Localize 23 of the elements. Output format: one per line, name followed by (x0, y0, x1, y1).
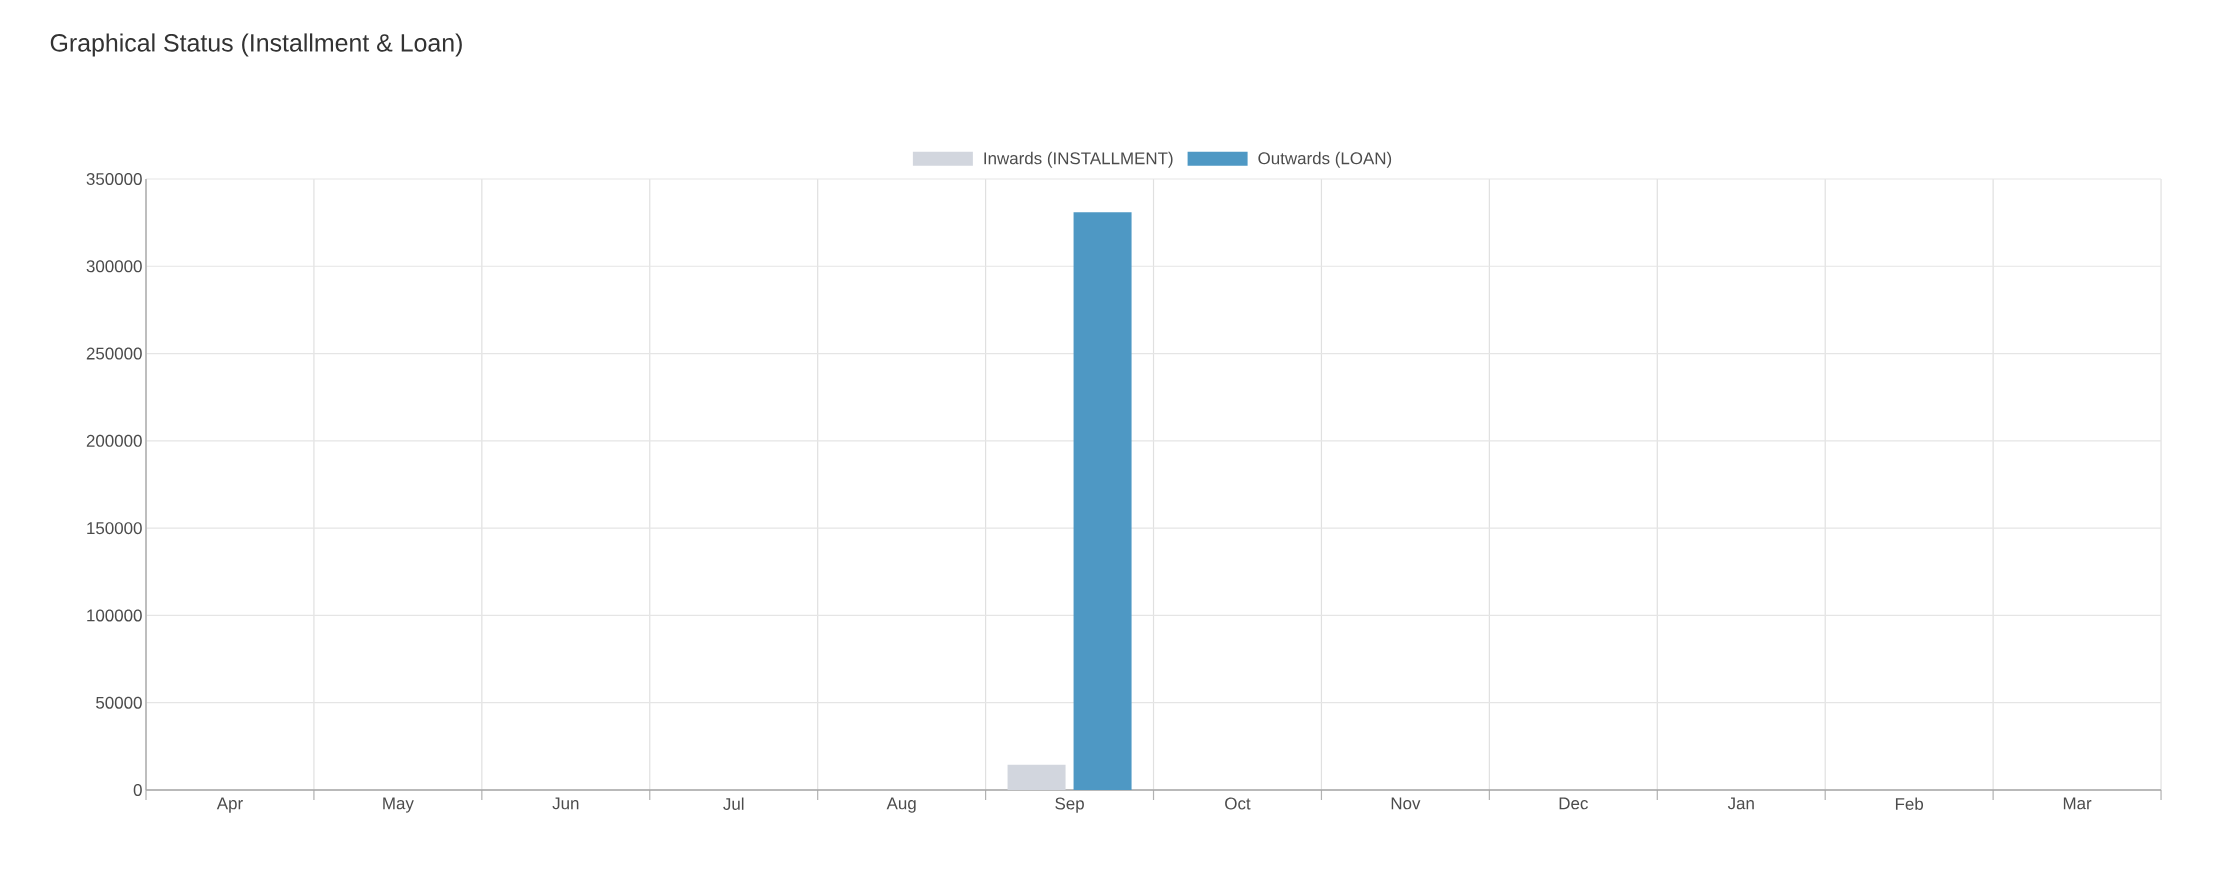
x-tick-label: Aug (886, 797, 916, 813)
x-tick-label: Jun (552, 797, 579, 810)
y-tick-label: 0 (133, 784, 142, 796)
x-tick-label: Sep (1055, 797, 1084, 813)
x-tick-label: May (383, 797, 414, 813)
x-tick-label: Mar (2063, 797, 2092, 810)
y-tick-label: 100000 (87, 609, 142, 622)
x-tick-label: Jul (723, 797, 744, 810)
x-tick-label: Jan (1727, 797, 1754, 810)
legend-label: Outwards (LOAN) (1258, 151, 1392, 168)
x-tick-label: Nov (1391, 797, 1421, 810)
chart-title: Graphical Status (Installment & Loan) (50, 33, 462, 57)
y-tick-label: 250000 (86, 347, 142, 360)
x-tick-label: Apr (216, 797, 243, 813)
legend-label: Inwards (INSTALLMENT) (984, 151, 1173, 168)
y-tick-label: 300000 (86, 260, 142, 273)
y-tick-label: 50000 (96, 696, 142, 709)
y-tick-label: 350000 (86, 172, 142, 185)
x-tick-label: Dec (1559, 797, 1588, 810)
x-tick-label: Oct (1225, 797, 1251, 810)
y-tick-label: 150000 (87, 522, 142, 535)
x-tick-label: Feb (1895, 797, 1924, 810)
y-tick-label: 200000 (86, 434, 142, 447)
